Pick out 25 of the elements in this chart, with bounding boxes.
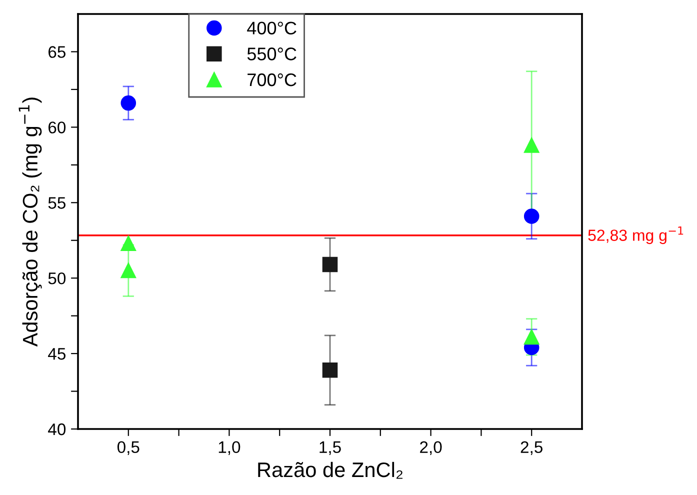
y-tick-label: 60 (48, 122, 66, 134)
point (120, 236, 136, 252)
point (524, 208, 540, 224)
y-axis-title: Adsorção de CO₂ (mg g$^{−1}$) (18, 98, 42, 347)
point (120, 95, 136, 111)
legend-label: 550°C (247, 48, 296, 60)
point (322, 362, 338, 378)
legend-label: 700°C (248, 73, 296, 86)
y-tick-label: 65 (48, 46, 66, 58)
x-tick-label: 1,5 (320, 441, 341, 456)
y-tick-label: 55 (48, 197, 66, 209)
x-tick-label: 1,0 (218, 441, 240, 456)
y-tick-label: 50 (48, 272, 66, 284)
x-tick-label: 0,5 (117, 441, 140, 456)
x-tick-label: 2,0 (420, 441, 442, 456)
point (524, 138, 540, 153)
y-tick-label: 40 (48, 423, 66, 436)
ref-line-label: 52,83 mg g$^{−1}$ (588, 226, 684, 244)
point (524, 329, 540, 345)
legend-label: 400°C (247, 22, 296, 34)
point (120, 262, 136, 278)
point (322, 256, 338, 272)
x-tick-label: 2,5 (520, 441, 542, 456)
y-tick-label: 45 (48, 348, 66, 360)
x-axis-title: Razão de ZnCl₂ (258, 462, 402, 479)
